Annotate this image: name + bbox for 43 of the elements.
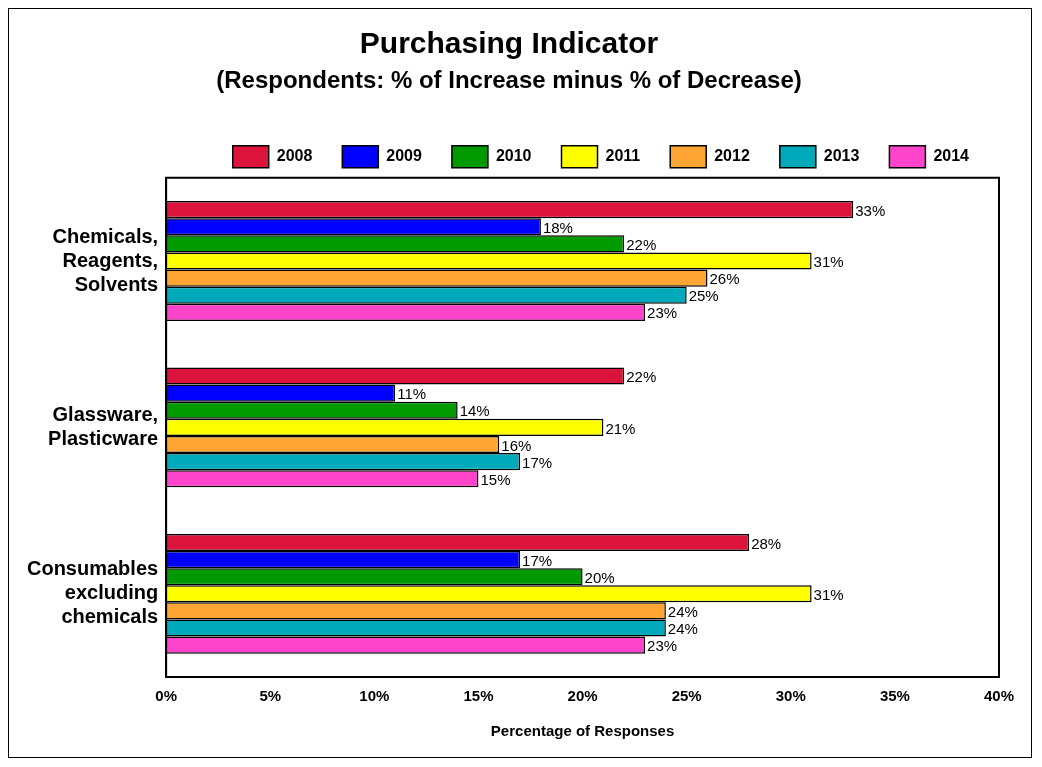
data-label: 31%: [813, 585, 844, 603]
y-tick-label: Glassware, Plasticware: [48, 402, 159, 449]
x-tick-label: 35%: [879, 687, 910, 705]
data-label: 23%: [647, 637, 678, 655]
x-tick-label: 5%: [259, 687, 282, 705]
y-tick-label: Chemicals, Reagents, Solvents: [52, 224, 159, 295]
data-label: 17%: [522, 453, 553, 471]
data-label: 17%: [522, 551, 553, 569]
chart-subtitle: (Respondents: % of Increase minus % of Decrease): [216, 66, 802, 94]
x-tick-label: 20%: [567, 687, 598, 705]
data-label: 11%: [397, 385, 427, 403]
data-label: 28%: [751, 534, 782, 552]
data-label: 15%: [480, 470, 511, 488]
data-label: 20%: [584, 568, 615, 586]
legend-label: 2012: [714, 147, 750, 165]
data-label: 18%: [542, 218, 573, 236]
legend-label: 2011: [605, 147, 641, 165]
data-label: 16%: [501, 436, 532, 454]
x-tick-label: 40%: [983, 687, 1015, 705]
x-tick-label: 25%: [671, 687, 702, 705]
y-tick-label: Consumables excluding chemicals: [26, 557, 159, 628]
legend-label: 2013: [823, 147, 860, 165]
data-label: 23%: [647, 304, 678, 322]
x-tick-label: 10%: [359, 687, 390, 705]
data-label: 25%: [688, 287, 719, 305]
x-tick-label: 0%: [155, 687, 177, 705]
x-tick-label: 30%: [775, 687, 806, 705]
legend-label: 2008: [276, 147, 313, 165]
data-label: 21%: [605, 419, 636, 437]
legend-label: 2014: [933, 147, 970, 165]
data-label: 33%: [855, 201, 886, 219]
legend-label: 2009: [386, 147, 423, 165]
data-label: 24%: [667, 603, 698, 621]
data-label: 31%: [813, 253, 844, 271]
data-label: 24%: [667, 620, 698, 638]
chart-title: Purchasing Indicator: [359, 26, 659, 60]
data-label: 22%: [626, 368, 657, 386]
data-label: 26%: [709, 270, 740, 288]
legend-label: 2010: [495, 147, 532, 165]
x-tick-label: 15%: [463, 687, 494, 705]
data-label: 22%: [626, 236, 657, 254]
data-label: 14%: [459, 402, 490, 420]
x-axis-title: Percentage of Responses: [490, 722, 675, 740]
